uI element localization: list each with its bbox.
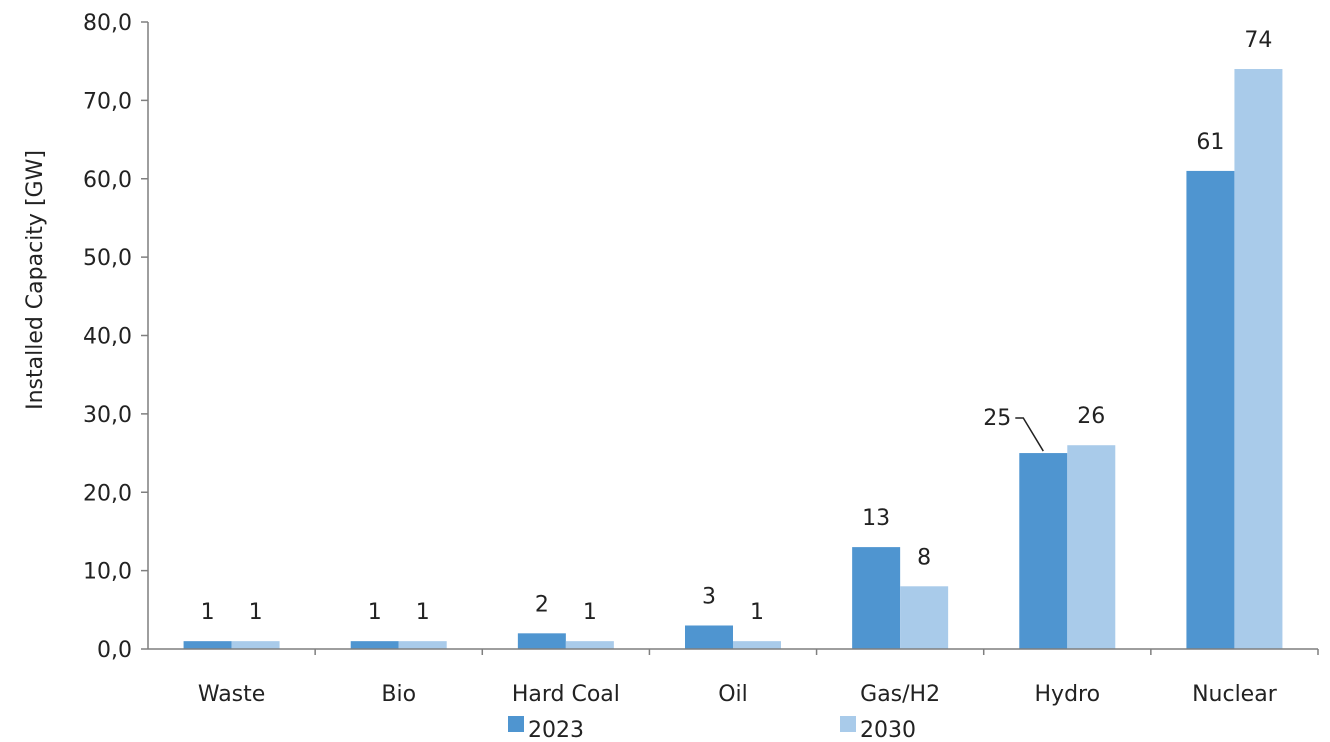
bar-2023-hydro <box>1019 453 1068 649</box>
data-label: 26 <box>1077 404 1105 429</box>
y-tick-label: 20,0 <box>83 481 132 506</box>
bar-2023-hard-coal <box>517 633 566 649</box>
bar-2030-hydro <box>1067 445 1116 649</box>
category-label: Bio <box>381 682 416 707</box>
y-tick-label: 0,0 <box>97 638 132 663</box>
data-label: 1 <box>249 600 263 625</box>
y-tick-label: 60,0 <box>83 168 132 193</box>
bar-2023-gas-h2 <box>852 547 901 649</box>
y-tick-label: 30,0 <box>83 403 132 428</box>
data-label: 1 <box>416 600 430 625</box>
category-label: Oil <box>718 682 748 707</box>
bar-2030-nuclear <box>1234 69 1283 649</box>
data-label: 3 <box>702 584 716 609</box>
bar-2023-oil <box>685 625 733 649</box>
y-axis-ticks: 0,0 10,0 20,0 30,0 40,0 50,0 60,0 70,0 80,0 <box>83 11 148 663</box>
category-labels: Waste Bio Hard Coal Oil Gas/H2 Hydro Nuclear <box>198 649 1319 707</box>
y-tick-label: 70,0 <box>83 89 132 114</box>
data-label: 61 <box>1196 130 1224 155</box>
category-label: Hard Coal <box>512 682 620 707</box>
category-label: Gas/H2 <box>860 682 940 707</box>
leader-line <box>1015 417 1044 452</box>
bars <box>183 69 1283 649</box>
legend-label-2023: 2023 <box>528 718 584 742</box>
data-label: 1 <box>368 600 382 625</box>
legend-label-2030: 2030 <box>860 718 916 742</box>
data-label: 25 <box>983 406 1011 431</box>
category-label: Waste <box>198 682 265 707</box>
legend-swatch-2023 <box>508 716 524 732</box>
category-label: Nuclear <box>1192 682 1278 707</box>
data-label: 1 <box>583 600 597 625</box>
bar-2030-gas-h2 <box>900 586 949 649</box>
data-label: 8 <box>917 545 931 570</box>
data-label: 13 <box>862 506 890 531</box>
bar-2030-oil <box>733 641 781 649</box>
y-tick-label: 50,0 <box>83 246 132 271</box>
bar-2030-waste <box>231 641 280 649</box>
y-axis-title: Installed Capacity [GW] <box>23 150 48 410</box>
y-tick-label: 10,0 <box>83 560 132 585</box>
data-label: 1 <box>750 600 764 625</box>
y-tick-label: 80,0 <box>83 11 132 36</box>
category-label: Hydro <box>1035 682 1101 707</box>
y-tick-label: 40,0 <box>83 325 132 350</box>
data-label: 74 <box>1244 28 1272 53</box>
bar-2023-nuclear <box>1186 170 1235 649</box>
bar-2023-waste <box>183 641 232 649</box>
data-label: 1 <box>201 600 215 625</box>
data-label: 2 <box>535 592 549 617</box>
bar-2023-bio <box>350 641 399 649</box>
bar-2030-hard-coal <box>565 641 614 649</box>
bar-2030-bio <box>398 641 447 649</box>
legend-swatch-2030 <box>840 716 856 732</box>
legend: 2023 2030 <box>508 716 916 742</box>
